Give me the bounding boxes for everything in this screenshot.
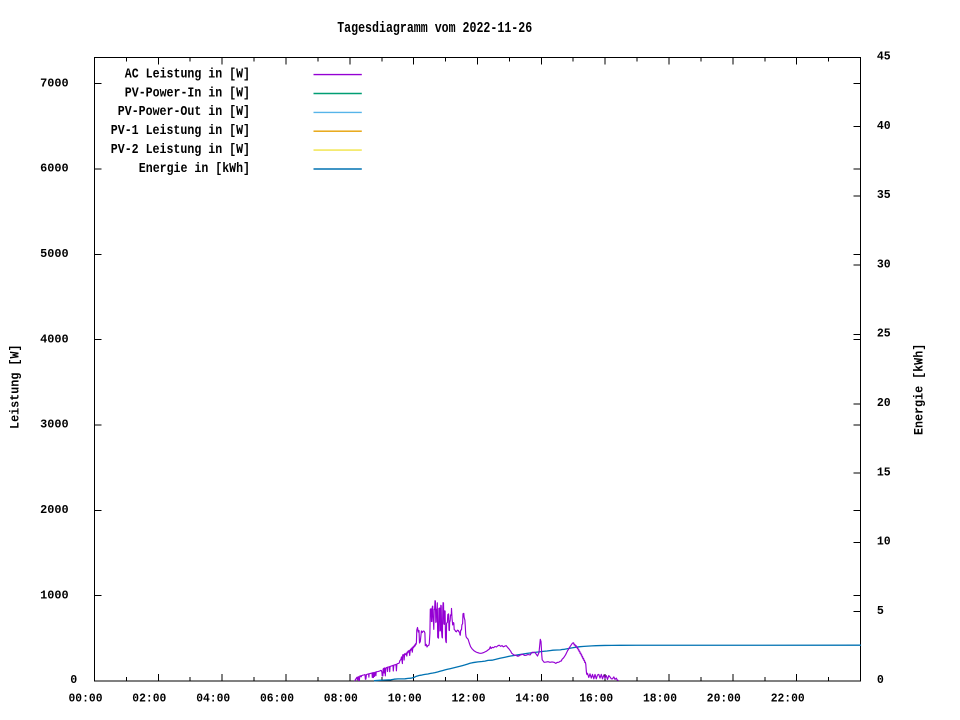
svg-text:20: 20 bbox=[877, 396, 891, 410]
svg-text:25: 25 bbox=[877, 327, 891, 341]
svg-text:Energie [kWh]: Energie [kWh] bbox=[912, 344, 927, 435]
svg-text:PV-Power-Out in [W]: PV-Power-Out in [W] bbox=[118, 104, 250, 120]
svg-text:15: 15 bbox=[877, 465, 891, 479]
svg-text:AC Leistung in [W]: AC Leistung in [W] bbox=[125, 66, 250, 82]
svg-text:02:00: 02:00 bbox=[132, 692, 166, 706]
svg-text:0: 0 bbox=[70, 673, 77, 687]
svg-text:10: 10 bbox=[877, 535, 891, 549]
svg-text:12:00: 12:00 bbox=[452, 692, 486, 706]
svg-text:0: 0 bbox=[877, 673, 884, 687]
svg-text:35: 35 bbox=[877, 188, 891, 202]
svg-text:3000: 3000 bbox=[40, 418, 69, 432]
svg-text:00:00: 00:00 bbox=[69, 692, 103, 706]
svg-text:2000: 2000 bbox=[40, 503, 69, 517]
svg-text:18:00: 18:00 bbox=[643, 692, 677, 706]
svg-text:20:00: 20:00 bbox=[707, 692, 741, 706]
svg-text:6000: 6000 bbox=[40, 162, 69, 176]
svg-text:5000: 5000 bbox=[40, 247, 69, 261]
svg-text:04:00: 04:00 bbox=[196, 692, 230, 706]
svg-text:7000: 7000 bbox=[40, 76, 69, 90]
svg-text:45: 45 bbox=[877, 50, 891, 64]
svg-text:Tagesdiagramm vom 2022-11-26: Tagesdiagramm vom 2022-11-26 bbox=[337, 20, 532, 37]
svg-text:14:00: 14:00 bbox=[515, 692, 549, 706]
svg-text:10:00: 10:00 bbox=[388, 692, 422, 706]
svg-text:06:00: 06:00 bbox=[260, 692, 294, 706]
svg-text:Energie in [kWh]: Energie in [kWh] bbox=[139, 161, 250, 177]
svg-text:4000: 4000 bbox=[40, 332, 69, 346]
svg-text:40: 40 bbox=[877, 119, 891, 133]
svg-text:08:00: 08:00 bbox=[324, 692, 358, 706]
svg-text:PV-Power-In in [W]: PV-Power-In in [W] bbox=[125, 85, 250, 101]
svg-text:16:00: 16:00 bbox=[579, 692, 613, 706]
svg-text:22:00: 22:00 bbox=[771, 692, 805, 706]
svg-text:Leistung [W]: Leistung [W] bbox=[8, 344, 23, 429]
svg-text:30: 30 bbox=[877, 257, 891, 271]
svg-text:PV-2 Leistung in [W]: PV-2 Leistung in [W] bbox=[111, 142, 250, 158]
svg-text:1000: 1000 bbox=[40, 588, 69, 602]
svg-text:PV-1 Leistung in [W]: PV-1 Leistung in [W] bbox=[111, 123, 250, 139]
svg-text:5: 5 bbox=[877, 604, 884, 618]
